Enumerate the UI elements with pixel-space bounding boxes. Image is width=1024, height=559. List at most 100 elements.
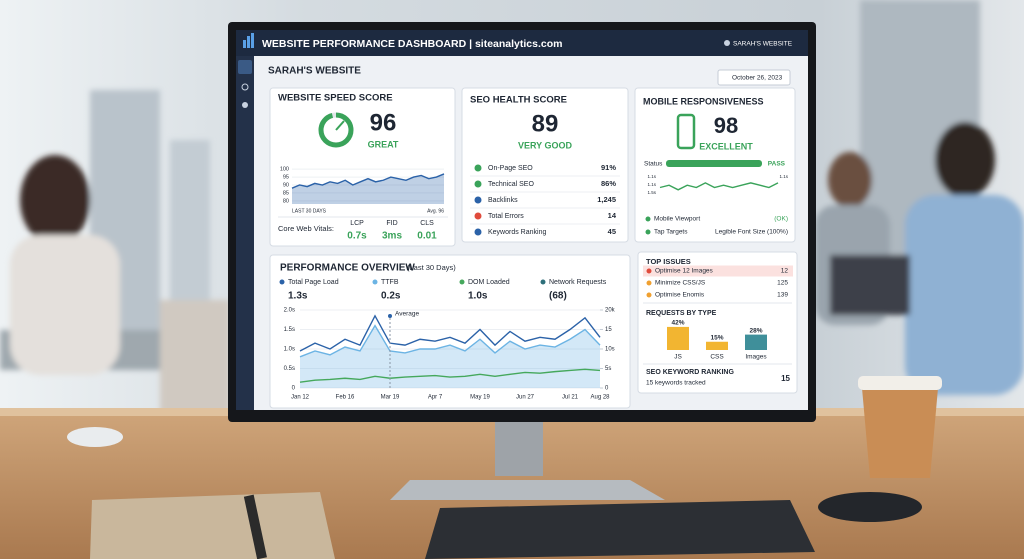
x-tick-label: Apr 7	[428, 395, 443, 401]
vital-name: FID	[386, 220, 397, 227]
legend-value: (68)	[549, 291, 567, 302]
legend-value: 1.0s	[468, 291, 488, 302]
person-body	[10, 235, 120, 375]
row-label: On-Page SEO	[488, 165, 533, 172]
vitals-label: Core Web Vitals:	[278, 224, 334, 233]
y2-tick-label: 0	[605, 386, 609, 392]
legend-name: TTFB	[381, 279, 399, 286]
date: October 26, 2023	[732, 75, 783, 82]
vital-name: LCP	[350, 220, 364, 227]
y-tick-label: 1.5s	[284, 327, 295, 333]
card-title: PERFORMANCE OVERVIEW	[280, 263, 415, 274]
y-tick-label: 100	[280, 167, 289, 173]
legend-swatch	[279, 279, 285, 285]
header-bar	[236, 30, 808, 56]
background-blur	[0, 0, 1024, 440]
y2-tick-label: 10s	[605, 347, 615, 353]
chart-label: 1.5s	[647, 190, 656, 195]
row-value: 14	[608, 211, 617, 220]
x-tick-label: Mar 19	[381, 395, 400, 401]
mouse	[67, 427, 123, 447]
y-tick-label: 0	[292, 386, 296, 392]
date-picker[interactable]	[717, 69, 791, 86]
line	[659, 182, 779, 191]
check-label: Tap Targets	[654, 229, 688, 236]
y-tick-label: 2.0s	[284, 308, 295, 314]
row-icon	[474, 228, 482, 236]
person-head	[935, 122, 995, 198]
row-value: 45	[608, 227, 616, 236]
row-icon	[474, 180, 482, 188]
notebook	[90, 492, 335, 559]
row-label: Keywords Ranking	[488, 229, 546, 236]
check-dot	[645, 229, 651, 235]
bar-category: JS	[674, 354, 682, 361]
annotation-dot	[388, 314, 392, 318]
row-icon	[474, 212, 482, 220]
x-tick-label: Jul 21	[562, 395, 579, 401]
issue-value: 139	[777, 292, 788, 299]
monitor-stand	[495, 418, 543, 476]
annotation: Average	[395, 311, 419, 318]
bar	[745, 334, 767, 350]
row-label: Total Errors	[488, 213, 524, 220]
card	[269, 254, 631, 409]
chart-label: 1.1s	[779, 174, 788, 179]
chart-label: Avg. 96	[427, 208, 444, 214]
nav-search[interactable]	[241, 83, 249, 91]
nav-home[interactable]	[238, 60, 252, 74]
card-title: TOP ISSUES	[646, 257, 691, 266]
issue-label: Optimise Enomis	[655, 292, 705, 299]
seo-score: 89	[532, 110, 559, 137]
y-tick-label: 95	[283, 175, 289, 181]
y2-tick-label: 5s	[605, 366, 611, 372]
issue-dot	[646, 292, 652, 298]
card-title: WEBSITE SPEED SCORE	[278, 93, 393, 104]
person-head	[20, 155, 90, 245]
coffee-cup	[862, 388, 938, 478]
x-tick-label: Jun 27	[516, 395, 535, 401]
legend-value: 0.2s	[381, 291, 401, 302]
account-icon[interactable]	[724, 40, 730, 46]
card	[637, 251, 798, 394]
status-label: Status	[644, 161, 663, 168]
issue-dot	[646, 268, 652, 274]
bar-category: CSS	[710, 354, 724, 361]
y-tick-label: 85	[283, 190, 289, 196]
phone-icon	[676, 113, 696, 150]
line	[299, 314, 601, 352]
gauge-needle	[335, 120, 345, 131]
person-body	[905, 195, 1024, 395]
bar	[667, 326, 689, 350]
y-tick-label: 1.0s	[284, 347, 295, 353]
logo	[247, 36, 250, 48]
screen: WEBSITE PERFORMANCE DASHBOARD | siteanal…	[236, 30, 808, 410]
area	[292, 173, 444, 204]
nav-settings[interactable]	[242, 102, 248, 108]
card	[269, 87, 456, 247]
row-highlight	[643, 265, 793, 277]
keyword-count: 15	[781, 374, 790, 383]
legend-swatch	[372, 279, 378, 285]
issue-value: 12	[781, 268, 789, 275]
bar-label: 42%	[671, 320, 684, 327]
cup-lid	[858, 376, 942, 390]
chart-label: 1.1s	[647, 174, 656, 179]
row-value: 1,245	[597, 195, 616, 204]
header-title: WEBSITE PERFORMANCE DASHBOARD | siteanal…	[262, 38, 563, 50]
bar-label: 15%	[710, 334, 723, 341]
notebook-band	[243, 494, 267, 559]
bar	[706, 341, 728, 350]
person-head	[828, 152, 872, 208]
logo	[243, 40, 246, 48]
y-tick-label: 90	[283, 182, 289, 188]
issue-label: Minimize CSS/JS	[655, 280, 706, 287]
row-label: Backlinks	[488, 197, 518, 204]
row-value: 91%	[601, 163, 616, 172]
legend-name: Total Page Load	[288, 279, 339, 286]
account-name[interactable]: SARAH'S WEBSITE	[733, 41, 793, 48]
keyword-subtitle: 15 keywords tracked	[646, 380, 706, 387]
issue-value: 125	[777, 280, 788, 287]
